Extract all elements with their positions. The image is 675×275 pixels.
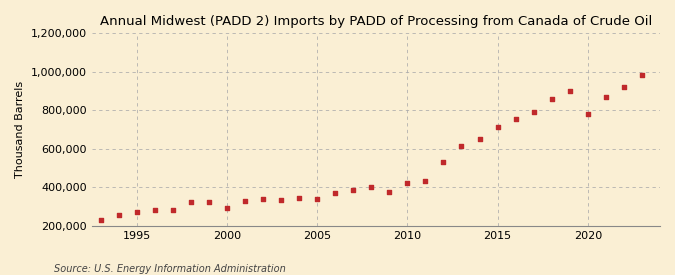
Title: Annual Midwest (PADD 2) Imports by PADD of Processing from Canada of Crude Oil: Annual Midwest (PADD 2) Imports by PADD … (100, 15, 652, 28)
Point (637, 73, 647, 77)
Point (546, 97, 557, 101)
Point (420, 179, 431, 183)
Point (366, 185, 377, 189)
Point (113, 213, 124, 217)
Point (564, 88, 575, 93)
Point (186, 200, 196, 205)
Point (258, 197, 269, 202)
Point (312, 197, 323, 201)
Y-axis label: Thousand Barrels: Thousand Barrels (15, 81, 25, 178)
Point (492, 125, 503, 129)
Point (583, 111, 593, 116)
Point (474, 137, 485, 141)
Point (167, 208, 178, 212)
Point (402, 181, 412, 185)
Point (221, 206, 232, 210)
Point (95, 218, 106, 223)
Point (149, 208, 160, 212)
Point (240, 199, 250, 203)
Text: Source: U.S. Energy Information Administration: Source: U.S. Energy Information Administ… (54, 264, 286, 274)
Point (275, 198, 286, 202)
Point (348, 188, 358, 192)
Point (618, 84, 629, 89)
Point (510, 116, 521, 121)
Point (438, 160, 449, 164)
Point (203, 200, 214, 204)
Point (131, 210, 142, 214)
Point (456, 144, 467, 148)
Point (529, 110, 539, 114)
Point (330, 191, 341, 195)
Point (384, 189, 395, 194)
Point (601, 95, 612, 100)
Point (294, 196, 304, 200)
